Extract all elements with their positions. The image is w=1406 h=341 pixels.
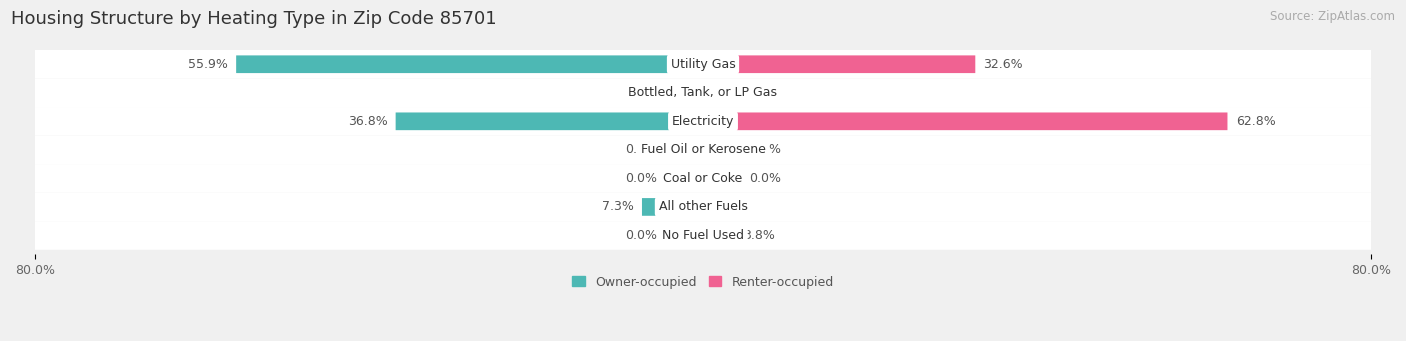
Text: 0.0%: 0.0% bbox=[749, 172, 780, 185]
FancyBboxPatch shape bbox=[703, 84, 706, 102]
FancyBboxPatch shape bbox=[35, 78, 1371, 107]
FancyBboxPatch shape bbox=[665, 141, 703, 159]
FancyBboxPatch shape bbox=[395, 113, 703, 130]
FancyBboxPatch shape bbox=[35, 136, 1371, 164]
Text: 32.6%: 32.6% bbox=[984, 58, 1024, 71]
Text: Fuel Oil or Kerosene: Fuel Oil or Kerosene bbox=[641, 143, 765, 157]
Text: Housing Structure by Heating Type in Zip Code 85701: Housing Structure by Heating Type in Zip… bbox=[11, 10, 496, 28]
Text: 0.0%: 0.0% bbox=[626, 172, 657, 185]
Text: 55.9%: 55.9% bbox=[188, 58, 228, 71]
FancyBboxPatch shape bbox=[703, 198, 707, 216]
Text: 0.5%: 0.5% bbox=[716, 201, 748, 213]
Text: 62.8%: 62.8% bbox=[1236, 115, 1275, 128]
Legend: Owner-occupied, Renter-occupied: Owner-occupied, Renter-occupied bbox=[568, 271, 838, 294]
FancyBboxPatch shape bbox=[665, 84, 703, 102]
FancyBboxPatch shape bbox=[35, 164, 1371, 193]
FancyBboxPatch shape bbox=[703, 227, 735, 244]
Text: Bottled, Tank, or LP Gas: Bottled, Tank, or LP Gas bbox=[628, 86, 778, 99]
Text: 3.8%: 3.8% bbox=[744, 229, 775, 242]
Text: Coal or Coke: Coal or Coke bbox=[664, 172, 742, 185]
Text: 0.0%: 0.0% bbox=[626, 143, 657, 157]
FancyBboxPatch shape bbox=[703, 55, 976, 73]
Text: 0.0%: 0.0% bbox=[626, 229, 657, 242]
FancyBboxPatch shape bbox=[35, 193, 1371, 221]
Text: Electricity: Electricity bbox=[672, 115, 734, 128]
Text: All other Fuels: All other Fuels bbox=[658, 201, 748, 213]
Text: 7.3%: 7.3% bbox=[602, 201, 634, 213]
Text: 36.8%: 36.8% bbox=[347, 115, 388, 128]
FancyBboxPatch shape bbox=[703, 169, 741, 187]
Text: 0.0%: 0.0% bbox=[749, 143, 780, 157]
FancyBboxPatch shape bbox=[35, 107, 1371, 136]
FancyBboxPatch shape bbox=[35, 221, 1371, 250]
Text: 0.37%: 0.37% bbox=[714, 86, 754, 99]
FancyBboxPatch shape bbox=[703, 141, 741, 159]
Text: Source: ZipAtlas.com: Source: ZipAtlas.com bbox=[1270, 10, 1395, 23]
FancyBboxPatch shape bbox=[35, 50, 1371, 78]
FancyBboxPatch shape bbox=[236, 55, 703, 73]
Text: Utility Gas: Utility Gas bbox=[671, 58, 735, 71]
FancyBboxPatch shape bbox=[665, 169, 703, 187]
Text: No Fuel Used: No Fuel Used bbox=[662, 229, 744, 242]
FancyBboxPatch shape bbox=[703, 113, 1227, 130]
Text: 0.0%: 0.0% bbox=[626, 86, 657, 99]
FancyBboxPatch shape bbox=[665, 227, 703, 244]
FancyBboxPatch shape bbox=[643, 198, 703, 216]
